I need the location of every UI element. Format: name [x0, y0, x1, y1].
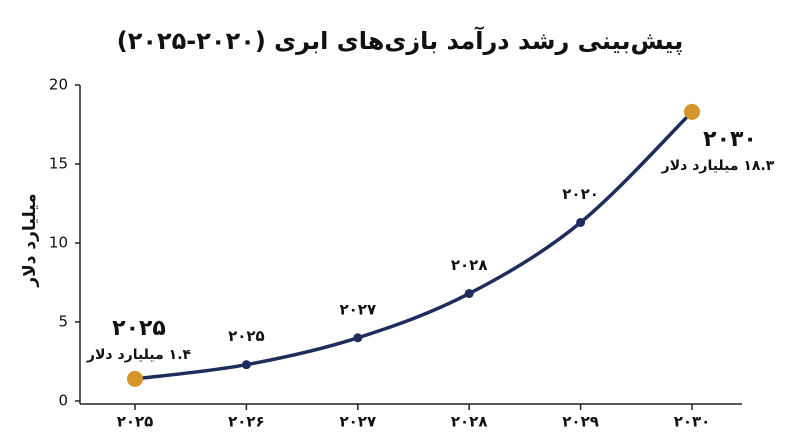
- x-tick-label: ۲۰۲۶: [228, 413, 265, 431]
- highlight-point: [127, 370, 143, 387]
- point-label: ۲۰۲۷: [339, 300, 376, 318]
- point-label: ۲۰۲۸: [451, 256, 488, 274]
- point-label: ۲۰۲۵: [112, 316, 166, 341]
- point: [353, 333, 363, 343]
- highlight-point: [684, 103, 700, 120]
- point-label: ۲۰۲۰: [562, 185, 599, 203]
- point-label: ۲۰۳۰: [703, 127, 757, 152]
- y-axis-label: میلیارد دلار: [20, 193, 40, 287]
- y-tick-label: 15: [49, 155, 68, 173]
- line: [134, 110, 694, 381]
- y-tick-label: 20: [49, 76, 68, 94]
- x-tick-label: ۲۰۲۸: [451, 413, 488, 431]
- point: [464, 289, 474, 299]
- y-tick-label: 10: [49, 234, 68, 252]
- point: [241, 360, 251, 370]
- point: [576, 217, 586, 227]
- y-tick-label: 0: [58, 392, 68, 410]
- value-label: ۱۸.۳ میلیارد دلار: [661, 158, 775, 174]
- x-tick-label: ۲۰۳۰: [674, 413, 711, 431]
- x-tick-label: ۲۰۲۵: [117, 413, 154, 431]
- value-label: ۱.۴ میلیارد دلار: [86, 347, 192, 363]
- point-label: ۲۰۲۵: [228, 327, 265, 345]
- y-tick-label: 5: [58, 313, 68, 331]
- x-tick-label: ۲۰۲۹: [562, 413, 599, 431]
- x-tick-label: ۲۰۲۷: [339, 413, 376, 431]
- chart-title: پیش‌بینی رشد درآمد بازی‌های ابری (۲۰۲۰-۲…: [117, 26, 684, 55]
